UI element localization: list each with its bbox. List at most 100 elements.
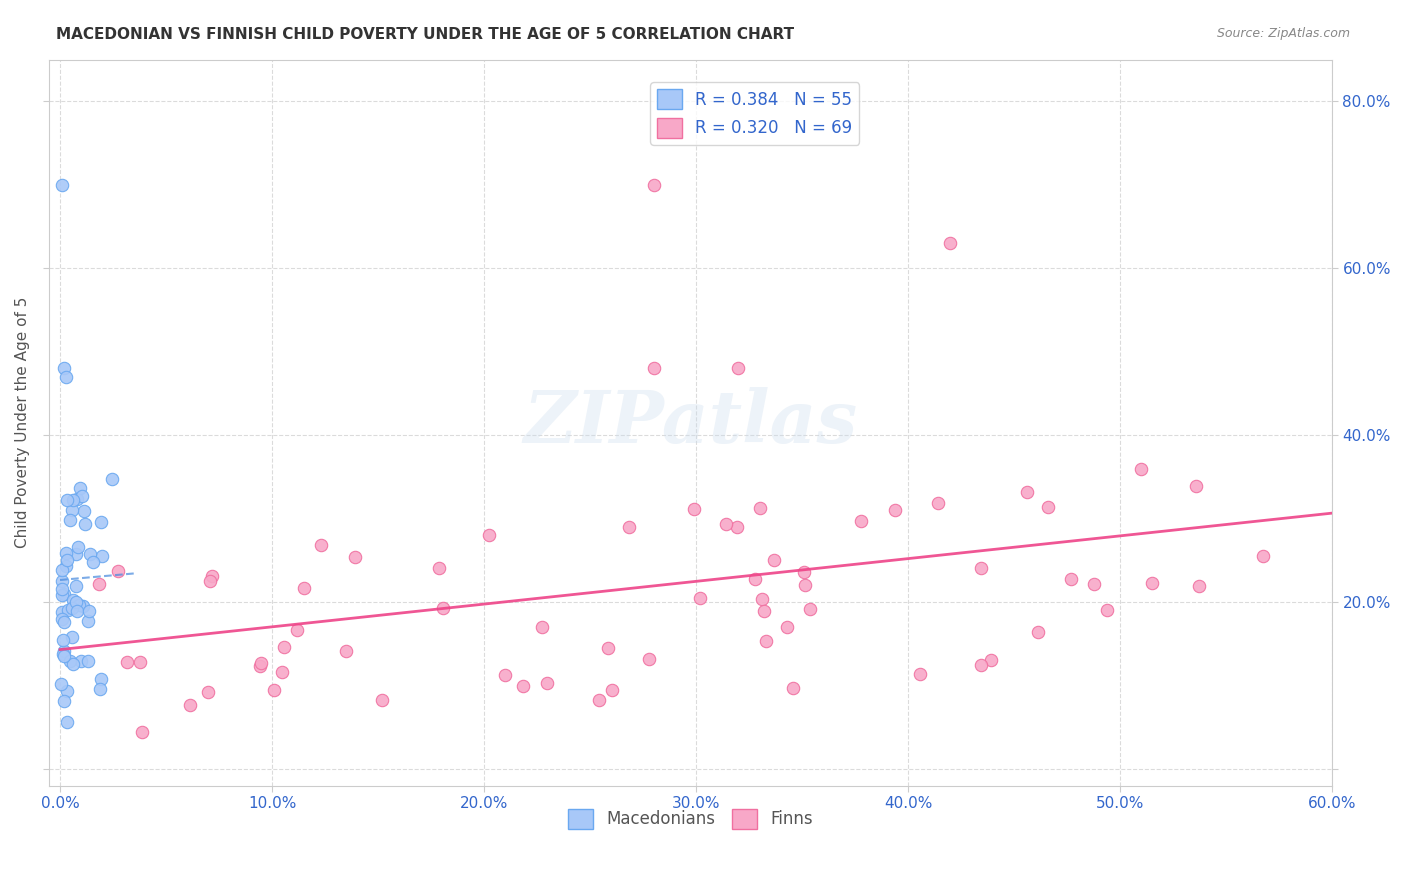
Finns: [200, 574, 222, 589]
Finns: [107, 564, 129, 578]
Text: Source: ZipAtlas.com: Source: ZipAtlas.com: [1216, 27, 1350, 40]
Finns: [1095, 603, 1118, 617]
Finns: [536, 676, 558, 690]
Finns: [249, 659, 271, 673]
Macedonians: [51, 588, 73, 602]
Macedonians: [69, 481, 91, 495]
Finns: [263, 683, 285, 698]
Finns: [344, 550, 367, 565]
Macedonians: [90, 516, 112, 530]
Finns: [1130, 461, 1153, 475]
Macedonians: [65, 595, 87, 609]
Finns: [273, 640, 295, 654]
Macedonians: [51, 563, 73, 577]
Macedonians: [72, 599, 94, 614]
Macedonians: [65, 579, 87, 593]
Finns: [980, 653, 1002, 667]
Legend: Macedonians, Finns: Macedonians, Finns: [561, 802, 820, 836]
Finns: [970, 561, 993, 575]
Macedonians: [51, 611, 73, 625]
Finns: [755, 633, 778, 648]
Macedonians: [67, 599, 90, 613]
Finns: [884, 503, 907, 517]
Finns: [908, 667, 931, 681]
Finns: [197, 685, 219, 699]
Finns: [89, 577, 111, 591]
Macedonians: [53, 649, 76, 664]
Macedonians: [62, 657, 84, 671]
Finns: [249, 656, 271, 670]
Macedonians: [59, 654, 82, 668]
Finns: [1184, 479, 1206, 493]
Finns: [643, 361, 665, 376]
Finns: [287, 623, 309, 637]
Macedonians: [55, 546, 77, 560]
Macedonians: [77, 614, 100, 628]
Finns: [1188, 579, 1211, 593]
Finns: [1026, 625, 1049, 640]
Macedonians: [66, 492, 89, 507]
Y-axis label: Child Poverty Under the Age of 5: Child Poverty Under the Age of 5: [15, 297, 30, 549]
Finns: [1017, 484, 1039, 499]
Finns: [794, 578, 817, 592]
Macedonians: [62, 493, 84, 508]
Macedonians: [75, 517, 97, 532]
Finns: [370, 693, 392, 707]
Macedonians: [90, 672, 112, 686]
Macedonians: [51, 605, 73, 619]
Finns: [478, 528, 501, 542]
Finns: [201, 568, 224, 582]
Finns: [1036, 500, 1059, 515]
Finns: [744, 572, 766, 586]
Finns: [683, 501, 706, 516]
Macedonians: [77, 604, 100, 618]
Macedonians: [52, 632, 75, 647]
Finns: [751, 592, 773, 607]
Finns: [762, 552, 785, 566]
Macedonians: [66, 540, 89, 554]
Text: MACEDONIAN VS FINNISH CHILD POVERTY UNDER THE AGE OF 5 CORRELATION CHART: MACEDONIAN VS FINNISH CHILD POVERTY UNDE…: [56, 27, 794, 42]
Finns: [129, 655, 152, 669]
Macedonians: [49, 677, 72, 691]
Finns: [748, 501, 770, 516]
Macedonians: [52, 615, 75, 630]
Finns: [292, 581, 315, 595]
Macedonians: [76, 654, 98, 668]
Macedonians: [70, 489, 93, 503]
Finns: [970, 657, 993, 672]
Macedonians: [55, 493, 77, 508]
Finns: [725, 520, 748, 534]
Macedonians: [53, 361, 76, 376]
Finns: [432, 601, 454, 615]
Macedonians: [70, 654, 93, 668]
Macedonians: [79, 547, 101, 561]
Finns: [727, 361, 749, 376]
Finns: [1251, 549, 1274, 564]
Macedonians: [60, 601, 83, 615]
Finns: [427, 561, 450, 575]
Macedonians: [56, 553, 79, 567]
Finns: [1083, 577, 1105, 591]
Finns: [939, 236, 962, 251]
Finns: [588, 693, 610, 707]
Finns: [643, 178, 665, 192]
Finns: [115, 655, 138, 669]
Macedonians: [62, 593, 84, 607]
Text: ZIPatlas: ZIPatlas: [523, 387, 858, 458]
Macedonians: [60, 503, 83, 517]
Finns: [531, 620, 554, 634]
Macedonians: [53, 586, 76, 600]
Finns: [309, 538, 332, 552]
Macedonians: [55, 559, 77, 574]
Macedonians: [59, 513, 82, 527]
Macedonians: [52, 694, 75, 708]
Finns: [776, 620, 799, 634]
Macedonians: [52, 647, 75, 661]
Macedonians: [73, 504, 96, 518]
Finns: [793, 566, 815, 580]
Finns: [271, 665, 294, 680]
Macedonians: [51, 582, 73, 596]
Finns: [799, 602, 821, 616]
Macedonians: [89, 681, 111, 696]
Finns: [617, 520, 640, 534]
